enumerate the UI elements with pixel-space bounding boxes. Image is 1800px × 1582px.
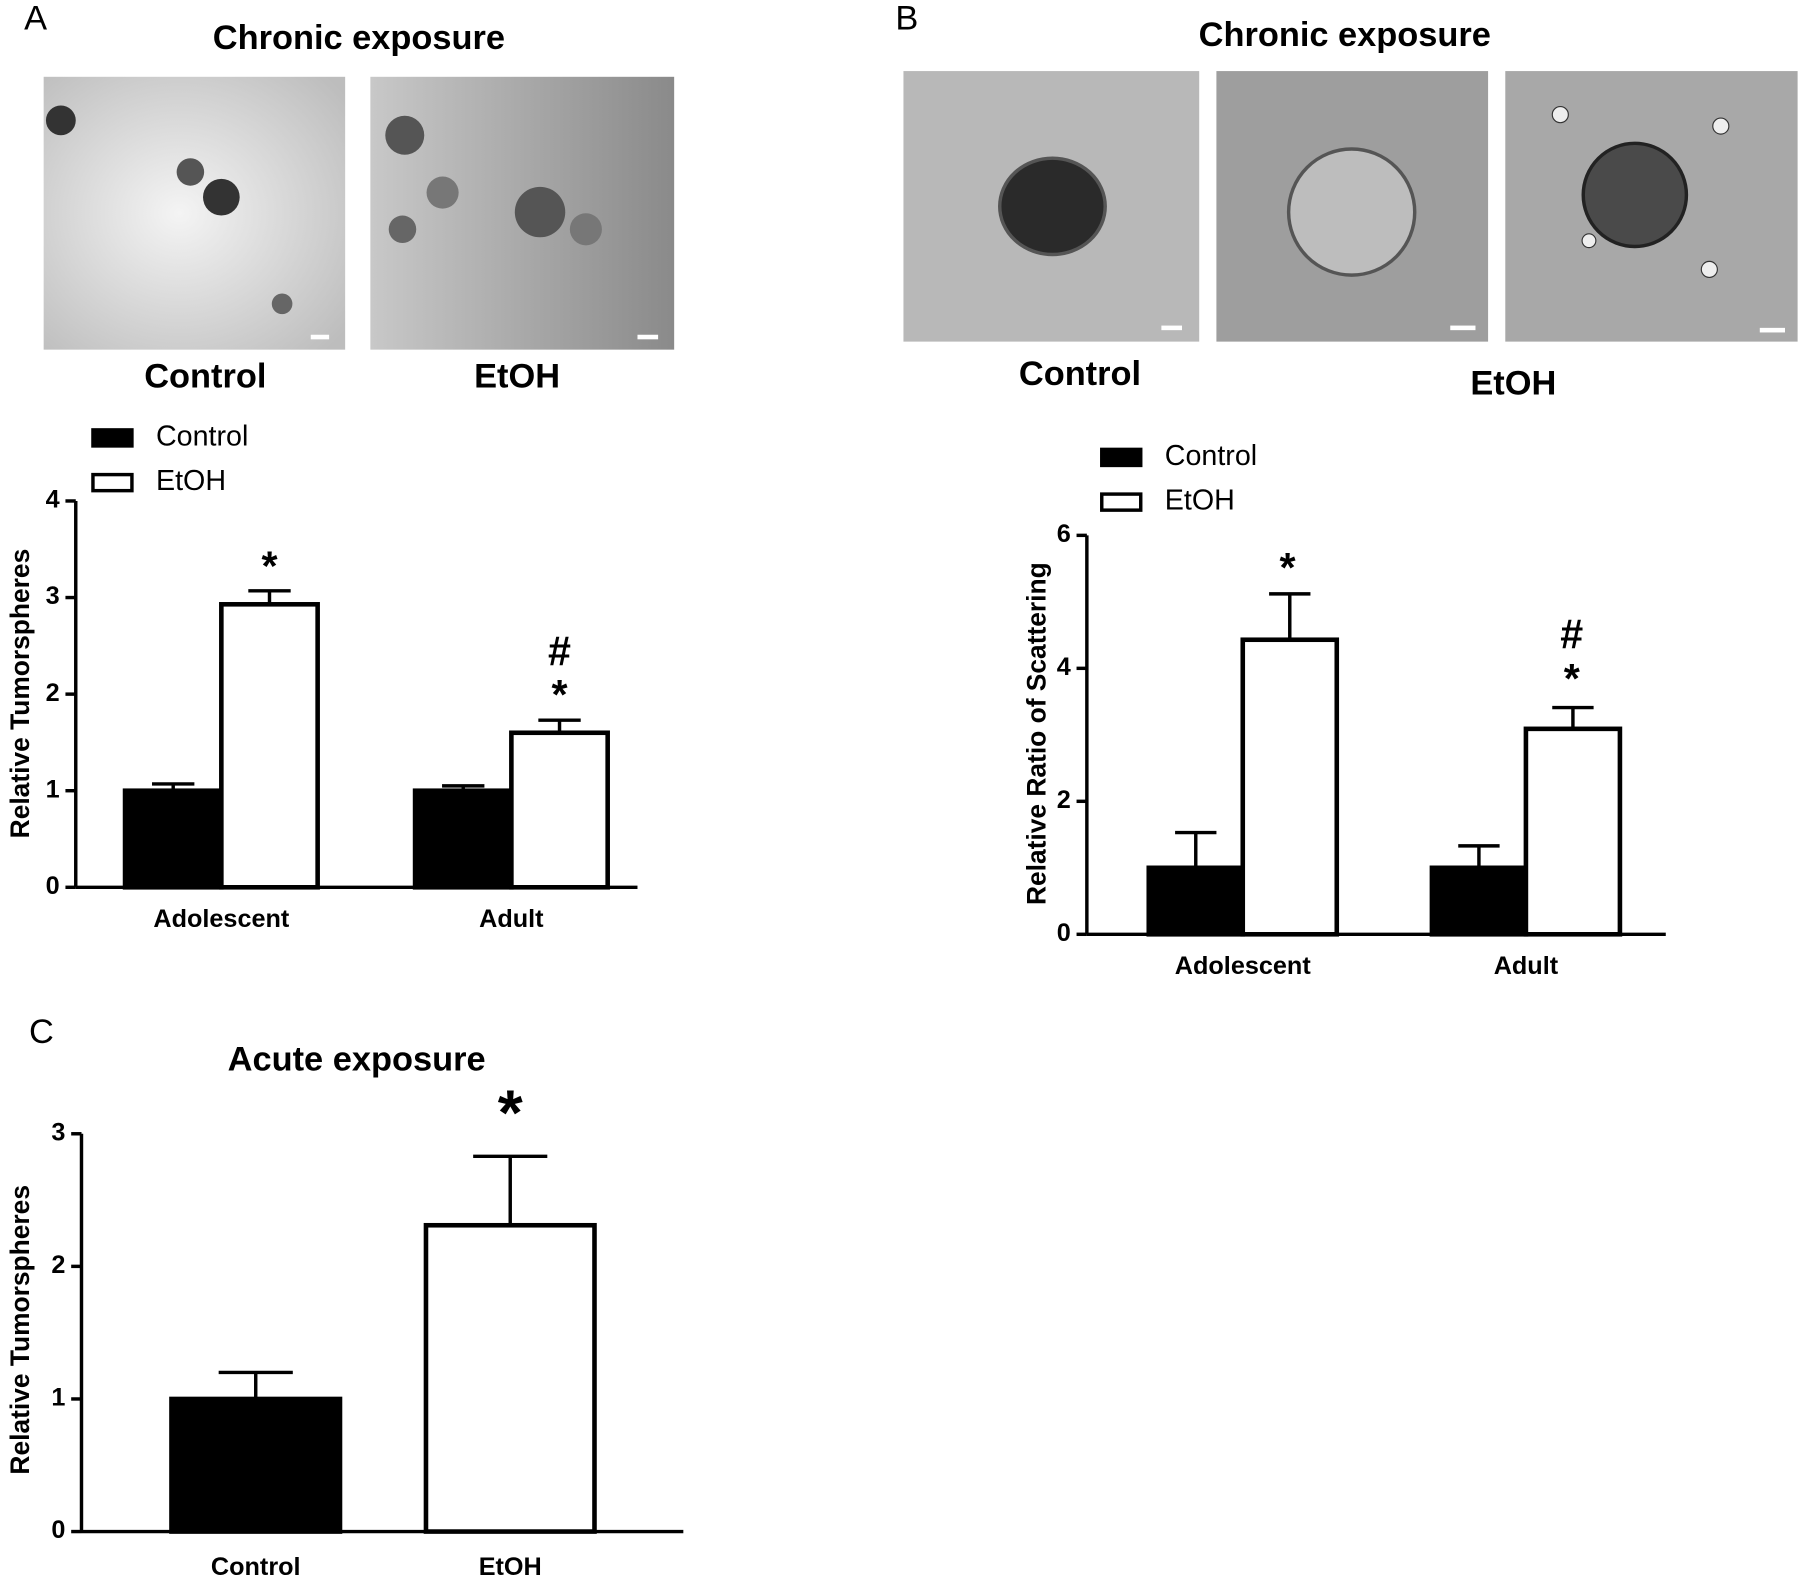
spheroid: [203, 178, 240, 216]
y-tick-label: 0: [51, 1516, 65, 1544]
bar: [169, 1396, 343, 1534]
bar: [412, 788, 514, 890]
bar: [1240, 637, 1340, 937]
legend-swatch: [91, 428, 134, 448]
spheroid: [1581, 141, 1689, 249]
panel-letter: B: [895, 0, 918, 38]
legend-swatch: [1100, 492, 1143, 512]
y-tick-label: 2: [1057, 786, 1071, 814]
y-tick-label: 0: [46, 872, 60, 900]
spheroid: [176, 158, 205, 186]
spheroid: [388, 215, 417, 244]
panel-title: Chronic exposure: [1199, 16, 1491, 54]
micrographs-a: [43, 76, 675, 350]
legend-label: Control: [1165, 440, 1257, 472]
cell: [1581, 233, 1597, 249]
y-tick-label: 4: [1057, 653, 1071, 681]
y-tick-label: 3: [51, 1118, 65, 1146]
image-label: EtOH: [474, 357, 560, 395]
annotation: #: [548, 628, 571, 674]
annotation: #: [1560, 611, 1583, 657]
bar: [509, 730, 610, 890]
spheroid: [426, 176, 459, 209]
x-tick-label: Adult: [479, 905, 544, 933]
bar: [1429, 865, 1529, 937]
micrograph: [43, 76, 346, 350]
spheroid: [271, 293, 293, 315]
spheroid: [998, 156, 1107, 257]
image-label: EtOH: [1470, 364, 1556, 402]
x-tick-label: Adolescent: [1175, 952, 1312, 980]
scale-bar: [1450, 325, 1476, 331]
y-tick-label: 4: [46, 486, 60, 514]
bar: [122, 788, 224, 890]
y-tick-label: 3: [46, 582, 60, 610]
bar: [219, 602, 320, 890]
scale-bar: [310, 334, 330, 340]
y-axis-label: Relative Ratio of Scattering: [1022, 562, 1052, 905]
image-label: Control: [1019, 355, 1141, 393]
y-tick-label: 1: [46, 775, 60, 803]
bar: [423, 1222, 597, 1534]
bar: [1146, 865, 1246, 937]
annotation: *: [498, 1077, 523, 1149]
legend-swatch: [1100, 447, 1143, 468]
cell: [1700, 260, 1718, 278]
x-tick-label: Control: [211, 1553, 301, 1581]
y-tick-label: 2: [46, 679, 60, 707]
cell: [1551, 106, 1569, 124]
x-tick-label: EtOH: [479, 1553, 542, 1581]
spheroid: [45, 105, 76, 136]
legend-swatch: [91, 472, 134, 493]
annotation: *: [551, 672, 568, 718]
bar: [1523, 726, 1623, 937]
y-tick-label: 6: [1057, 520, 1071, 548]
spheroid: [514, 186, 566, 238]
legend-label: EtOH: [156, 465, 226, 497]
image-label: Control: [144, 357, 266, 395]
panel-letter: A: [24, 0, 47, 38]
scale-bar: [1759, 327, 1786, 333]
spheroid: [385, 115, 425, 155]
legend-label: EtOH: [1165, 485, 1235, 517]
y-tick-label: 1: [51, 1384, 65, 1412]
panel-letter: C: [29, 1013, 54, 1051]
spheroid: [569, 213, 602, 246]
y-tick-label: 2: [51, 1251, 65, 1279]
x-tick-label: Adolescent: [153, 905, 290, 933]
micrographs-b: [903, 71, 1798, 342]
scale-bar: [637, 334, 659, 340]
spheroid: [1286, 147, 1417, 277]
scale-bar: [1161, 325, 1183, 331]
legend-label: Control: [156, 420, 248, 452]
annotation: *: [1564, 656, 1581, 702]
annotation: *: [1279, 545, 1296, 591]
y-axis-label: Relative Tumorspheres: [5, 549, 35, 839]
cell: [1712, 117, 1730, 135]
x-tick-label: Adult: [1494, 952, 1559, 980]
annotation: *: [261, 544, 278, 590]
panel-title: Acute exposure: [228, 1041, 486, 1079]
panel-title: Chronic exposure: [213, 19, 505, 57]
y-axis-label: Relative Tumorspheres: [5, 1185, 35, 1475]
y-tick-label: 0: [1057, 919, 1071, 947]
